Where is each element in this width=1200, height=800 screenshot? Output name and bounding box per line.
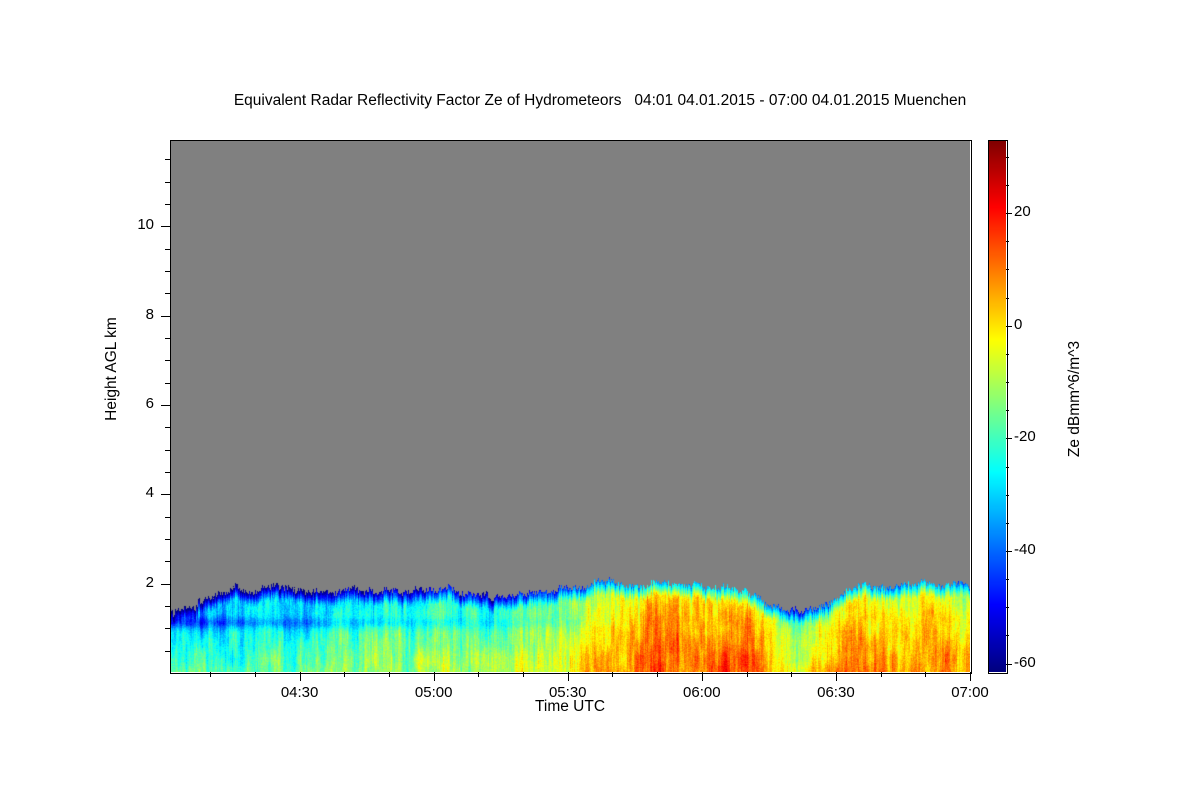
y-axis-minor-tick [165,338,170,339]
colorbar-minor-tick [1006,607,1009,608]
x-axis-minor-tick [612,672,613,677]
y-axis-minor-tick [165,450,170,451]
x-axis-major-tick [970,672,971,681]
chart-title: Equivalent Radar Reflectivity Factor Ze … [233,92,967,109]
y-axis-minor-tick [165,628,170,629]
colorbar-major-tick [1006,326,1012,327]
x-axis-minor-tick [210,672,211,677]
y-axis-tick-label: 6 [145,394,154,412]
x-axis-tick-label: 05:00 [414,684,453,701]
colorbar-minor-tick [1006,635,1009,636]
y-axis-minor-tick [165,606,170,607]
colorbar-minor-tick [1006,382,1009,383]
x-axis-tick-label: 05:30 [548,684,587,701]
colorbar-major-tick [1006,438,1012,439]
colorbar-major-tick [1006,551,1012,552]
y-axis-major-tick [161,584,170,585]
x-axis-minor-tick [389,672,390,677]
colorbar-minor-tick [1006,157,1009,158]
colorbar-tick-label: 0 [1014,315,1023,333]
colorbar-tick-label: -20 [1014,428,1036,446]
x-axis-minor-tick [344,672,345,677]
y-axis-minor-tick [165,517,170,518]
colorbar-tick-label: -60 [1014,653,1036,671]
y-axis-minor-tick [165,360,170,361]
x-axis-minor-tick [881,672,882,677]
x-axis-minor-tick [255,672,256,677]
x-axis-minor-tick [523,672,524,677]
x-axis-minor-tick [657,672,658,677]
y-axis-minor-tick [165,539,170,540]
y-axis-minor-tick [165,182,170,183]
y-axis-tick-label: 10 [137,216,154,234]
x-axis-minor-tick [747,672,748,677]
x-axis-major-tick [300,672,301,681]
x-axis-major-tick [434,672,435,681]
y-axis-major-tick [161,316,170,317]
x-axis-major-tick [836,672,837,681]
x-axis-minor-tick [791,672,792,677]
colorbar-minor-tick [1006,241,1009,242]
colorbar-minor-tick [1006,354,1009,355]
colorbar-minor-tick [1006,579,1009,580]
y-axis-major-tick [161,494,170,495]
colorbar-minor-tick [1006,523,1009,524]
y-axis-minor-tick [165,561,170,562]
x-axis-tick-label: 04:30 [280,684,319,701]
colorbar-tick-label: -40 [1014,540,1036,558]
x-axis-tick-label: 06:00 [683,684,721,701]
y-axis-tick-label: 8 [145,305,154,323]
colorbar-minor-tick [1006,185,1009,186]
heatmap-canvas [170,140,970,672]
y-axis-minor-tick [165,651,170,652]
x-axis-minor-tick [925,672,926,677]
y-axis-title: Height AGL km [103,317,120,421]
y-axis-minor-tick [165,293,170,294]
y-axis-minor-tick [165,427,170,428]
x-axis-title: Time UTC [534,698,606,715]
colorbar-minor-tick [1006,269,1009,270]
heatmap-plot-area [170,140,970,672]
colorbar-minor-tick [1006,410,1009,411]
y-axis-major-tick [161,405,170,406]
y-axis-minor-tick [165,383,170,384]
y-axis-tick-label: 4 [145,484,154,502]
x-axis-major-tick [568,672,569,681]
y-axis-minor-tick [165,271,170,272]
y-axis-major-tick [161,226,170,227]
colorbar [988,140,1006,672]
colorbar-tick-label: 20 [1014,203,1031,221]
y-axis-minor-tick [165,472,170,473]
colorbar-canvas [988,140,1006,672]
y-axis-minor-tick [165,249,170,250]
x-axis-minor-tick [478,672,479,677]
x-axis-major-tick [702,672,703,681]
y-axis-tick-label: 2 [145,573,154,591]
colorbar-major-tick [1006,664,1012,665]
colorbar-minor-tick [1006,298,1009,299]
y-axis-minor-tick [165,204,170,205]
x-axis-tick-label: 06:30 [817,684,855,701]
x-axis-tick-label: 07:00 [951,684,989,701]
colorbar-minor-tick [1006,495,1009,496]
y-axis-minor-tick [165,159,170,160]
colorbar-major-tick [1006,213,1012,214]
colorbar-axis-title: Ze dBmm^6/m^3 [1066,340,1083,458]
colorbar-minor-tick [1006,467,1009,468]
